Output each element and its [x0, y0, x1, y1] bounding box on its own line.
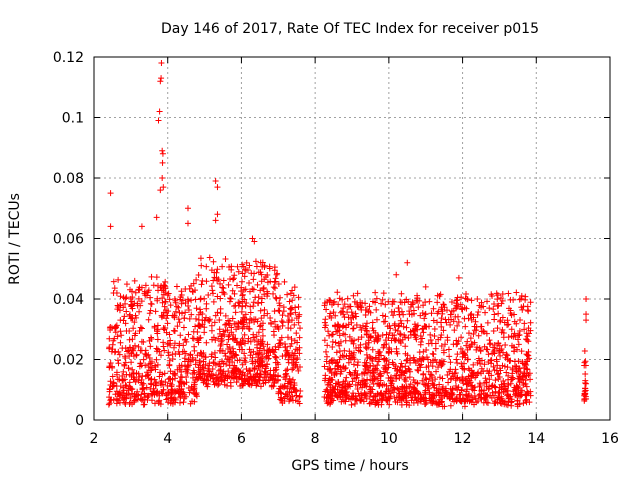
x-tick-label: 6	[237, 431, 246, 447]
y-tick-label: 0.12	[53, 50, 84, 66]
y-tick-label: 0	[75, 413, 84, 429]
chart-background	[0, 0, 640, 480]
x-tick-label: 10	[380, 431, 398, 447]
y-tick-label: 0.1	[62, 111, 84, 127]
x-tick-label: 12	[454, 431, 472, 447]
x-tick-label: 8	[311, 431, 320, 447]
x-tick-label: 14	[527, 431, 545, 447]
y-axis-label: ROTI / TECUs	[7, 193, 23, 285]
y-tick-label: 0.02	[53, 353, 84, 369]
roti-scatter-chart: Day 146 of 2017, Rate Of TEC Index for r…	[0, 0, 640, 480]
x-axis-label: GPS time / hours	[291, 458, 408, 474]
x-tick-label: 4	[163, 431, 172, 447]
y-tick-label: 0.06	[53, 232, 84, 248]
y-tick-label: 0.08	[53, 171, 84, 187]
x-tick-label: 2	[90, 431, 99, 447]
chart-title: Day 146 of 2017, Rate Of TEC Index for r…	[161, 21, 539, 37]
x-tick-label: 16	[601, 431, 619, 447]
y-tick-label: 0.04	[53, 292, 84, 308]
